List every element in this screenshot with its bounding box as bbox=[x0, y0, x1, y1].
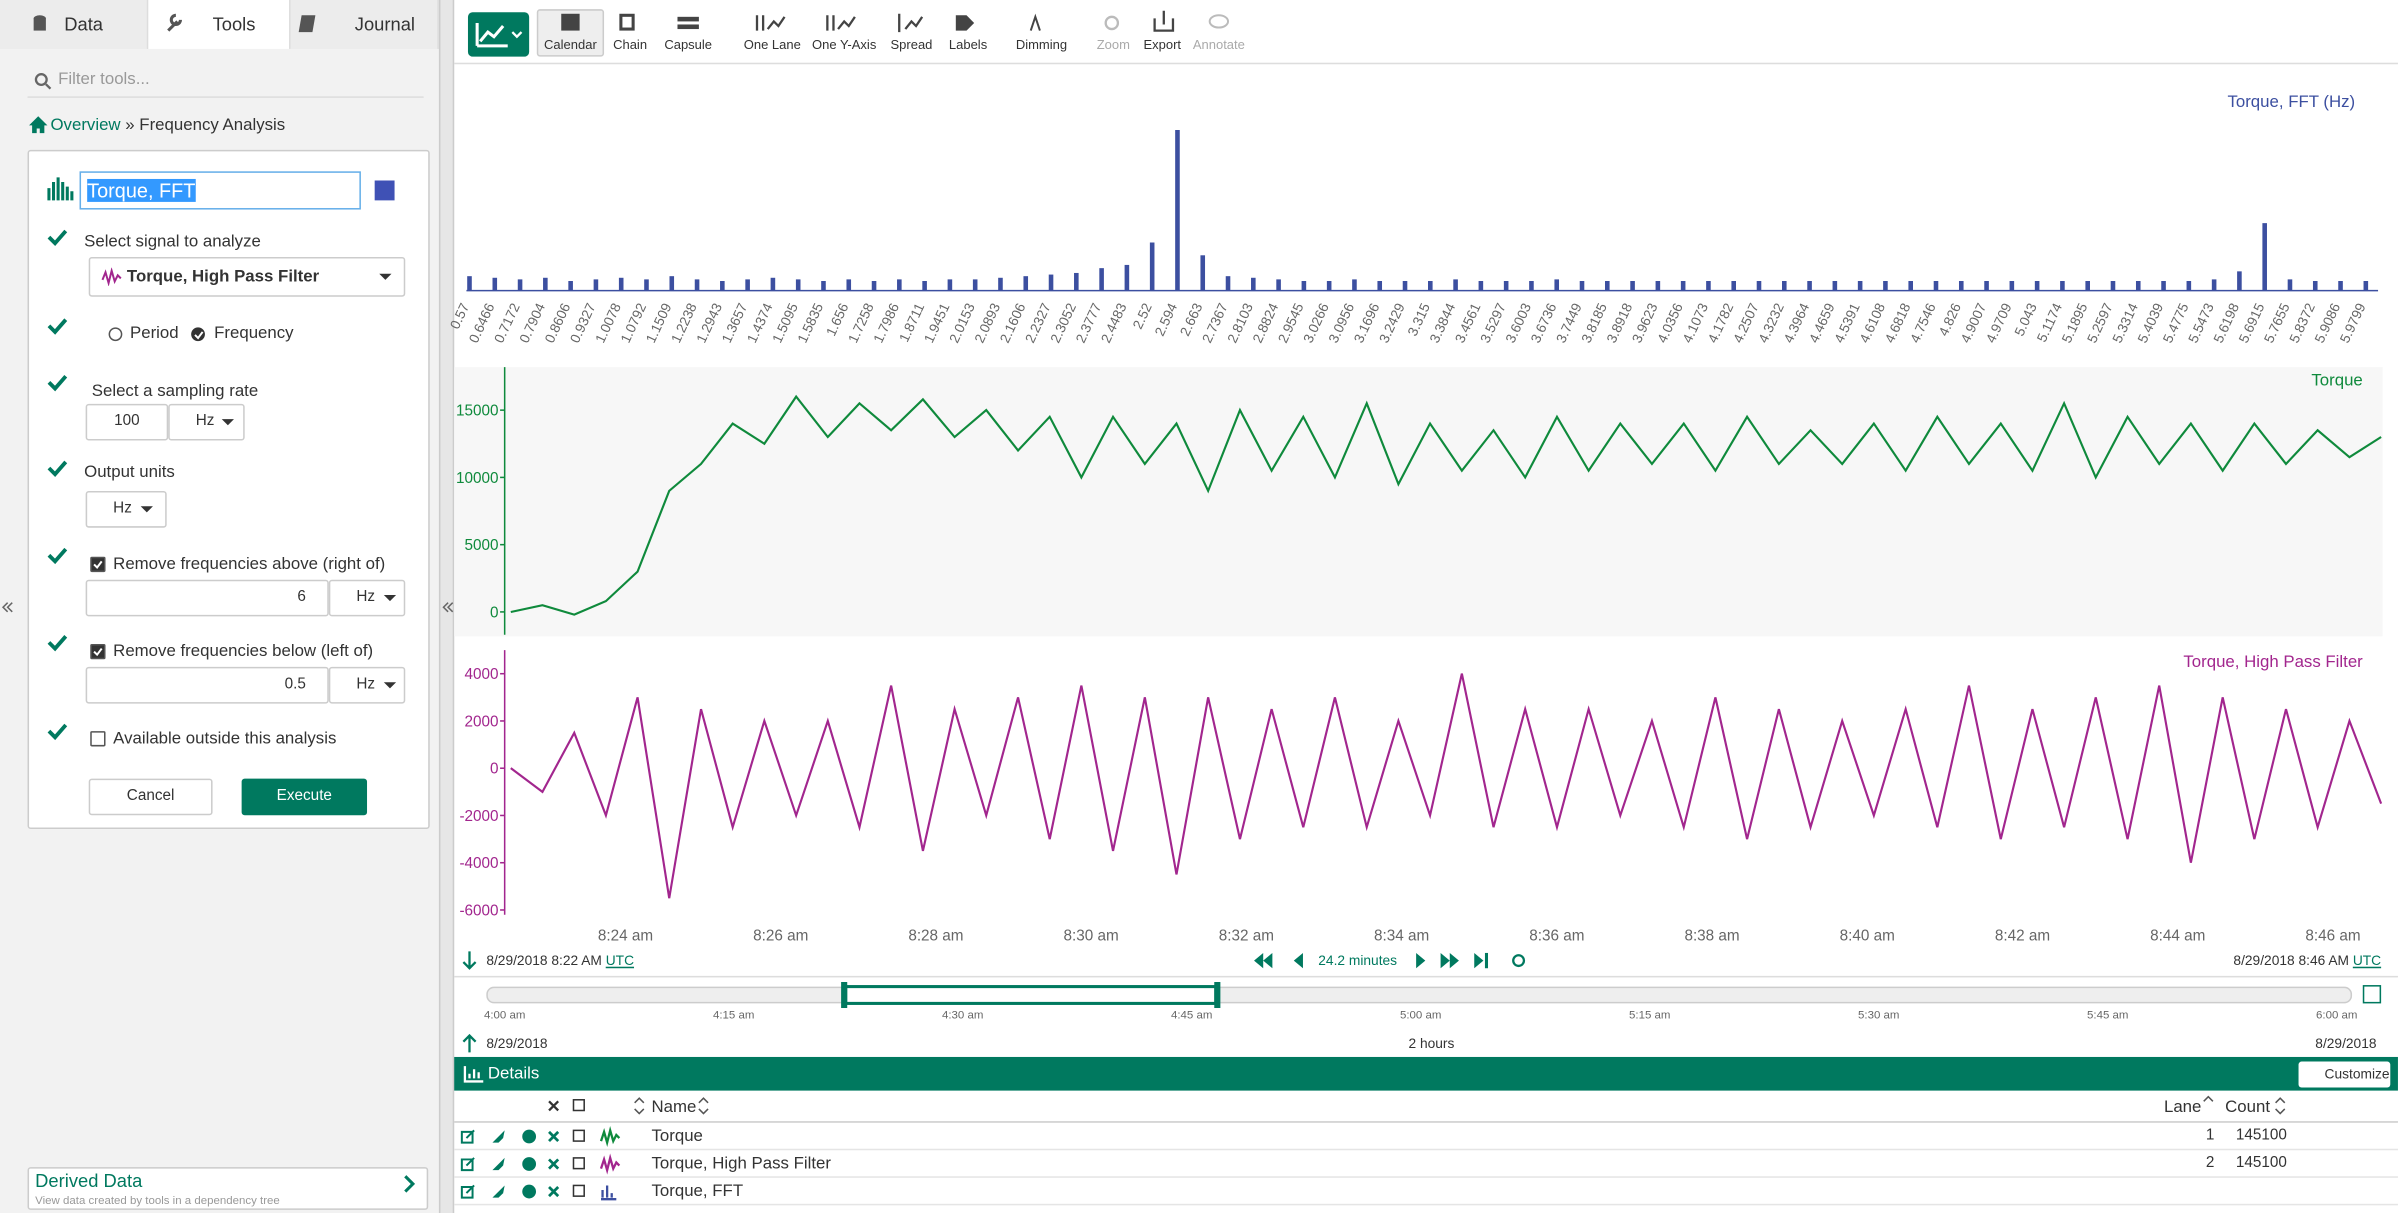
fft-x-label: 2.594 bbox=[1152, 301, 1180, 339]
overview-axis: 4:00 am 4:15 am 4:30 am 4:45 am 5:00 am 5:15 … bbox=[0, 1008, 2398, 1023]
range-duration[interactable]: 24.2 minutes bbox=[1318, 953, 1397, 968]
overview-tick-label: 4:30 am bbox=[942, 1008, 983, 1022]
x-tick-label: 8:26 am bbox=[753, 928, 808, 945]
overview-window[interactable] bbox=[844, 985, 1217, 1005]
row-name: Torque, FFT bbox=[651, 1182, 743, 1200]
row-name: Torque, High Pass Filter bbox=[651, 1155, 831, 1173]
customize-button[interactable]: Customize bbox=[2299, 1062, 2391, 1088]
range-start-text: 8/29/2018 8:22 AM bbox=[486, 953, 602, 968]
y-tick-label: 0 bbox=[490, 604, 498, 621]
y-tick-label: 0 bbox=[490, 761, 498, 778]
details-bar bbox=[454, 1057, 2398, 1091]
x-tick-label: 8:42 am bbox=[1995, 928, 2050, 945]
x-tick-label: 8:38 am bbox=[1684, 928, 1739, 945]
overview-tick-label: 4:00 am bbox=[484, 1008, 525, 1022]
overview-tick-label: 4:45 am bbox=[1171, 1008, 1212, 1022]
overview-tick-label: 5:45 am bbox=[2087, 1008, 2128, 1022]
row-count: 145100 bbox=[2236, 1155, 2287, 1172]
overview-tick-label: 5:00 am bbox=[1400, 1008, 1441, 1022]
row-border bbox=[454, 1204, 2398, 1206]
overview-handle[interactable] bbox=[1214, 982, 1220, 1008]
row-count: 145100 bbox=[2236, 1127, 2287, 1144]
overview-zoom[interactable] bbox=[2363, 985, 2381, 1003]
arrow-down bbox=[462, 950, 477, 971]
lane-title: Torque, FFT (Hz) bbox=[2227, 92, 2355, 111]
y-tick-label: -6000 bbox=[459, 902, 498, 919]
x-tick-label: 8:32 am bbox=[1219, 928, 1274, 945]
trend-chart: Torque, FFT (Hz)0.570.64660.71720.79040.… bbox=[0, 0, 2398, 979]
x-tick-label: 8:30 am bbox=[1064, 928, 1119, 945]
overview-track bbox=[486, 987, 2352, 1004]
x-tick-label: 8:28 am bbox=[908, 928, 963, 945]
arrow-up bbox=[462, 1032, 477, 1053]
x-tick-label: 8:40 am bbox=[1840, 928, 1895, 945]
signal-line bbox=[511, 397, 2381, 615]
lane-title: Torque bbox=[2311, 370, 2362, 389]
x-tick-label: 8:34 am bbox=[1374, 928, 1429, 945]
overview-tick-label: 5:15 am bbox=[1629, 1008, 1670, 1022]
x-tick-label: 8:44 am bbox=[2150, 928, 2205, 945]
overview-tick-label: 5:30 am bbox=[1858, 1008, 1899, 1022]
overview-handle[interactable] bbox=[841, 982, 847, 1008]
divider bbox=[454, 976, 2398, 978]
x-tick-label: 8:24 am bbox=[598, 928, 653, 945]
range-end: 8/29/2018 8:46 AM UTC bbox=[2233, 953, 2381, 968]
overview-duration: 2 hours bbox=[1408, 1036, 1454, 1051]
row-lane: 1 bbox=[2141, 1127, 2214, 1144]
range-end-text: 8/29/2018 8:46 AM bbox=[2233, 953, 2349, 968]
row-name: Torque bbox=[651, 1127, 702, 1145]
fft-x-label: 2.52 bbox=[1130, 301, 1155, 332]
y-tick-label: 5000 bbox=[465, 537, 499, 554]
x-tick-label: 8:46 am bbox=[2305, 928, 2360, 945]
fft-x-label: 0.57 bbox=[447, 301, 472, 332]
row-lane: 2 bbox=[2141, 1155, 2214, 1172]
overview-tick-label: 4:15 am bbox=[713, 1008, 754, 1022]
y-tick-label: 2000 bbox=[465, 713, 499, 730]
y-tick-label: 15000 bbox=[456, 403, 498, 420]
row-border bbox=[454, 1176, 2398, 1178]
details-icon bbox=[463, 1065, 484, 1083]
overview-start: 8/29/2018 bbox=[486, 1036, 547, 1051]
x-tick-label: 8:36 am bbox=[1529, 928, 1584, 945]
y-tick-label: 4000 bbox=[465, 666, 499, 683]
overview-end: 8/29/2018 bbox=[2315, 1036, 2376, 1051]
y-tick-label: -4000 bbox=[459, 855, 498, 872]
y-tick-label: 10000 bbox=[456, 470, 498, 487]
y-tick-label: -2000 bbox=[459, 808, 498, 825]
lane-title: Torque, High Pass Filter bbox=[2183, 652, 2363, 671]
details-title: Details bbox=[488, 1065, 539, 1083]
table-body: Torque 1 145100 Torque, High Pass Filter 2 14… bbox=[0, 1123, 2398, 1213]
range-start: 8/29/2018 8:22 AM UTC bbox=[486, 953, 634, 968]
signal-line bbox=[511, 674, 2381, 899]
timezone[interactable]: UTC bbox=[2353, 953, 2381, 968]
row-border bbox=[454, 1149, 2398, 1151]
overview-tick-label: 6:00 am bbox=[2316, 1008, 2357, 1022]
timezone[interactable]: UTC bbox=[606, 953, 634, 968]
